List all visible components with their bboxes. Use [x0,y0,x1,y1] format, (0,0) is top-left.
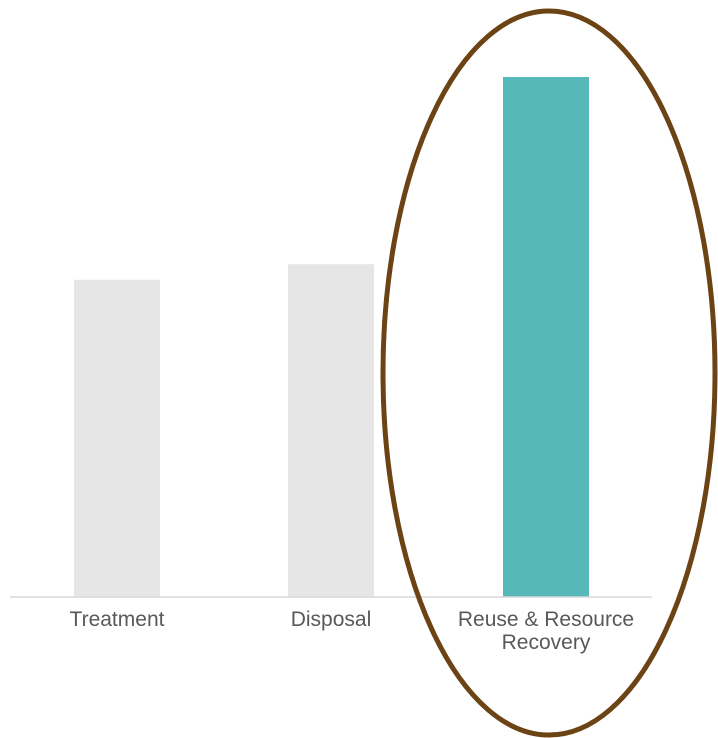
bars [74,77,589,597]
bar-0 [74,279,160,597]
category-label-2-line-1: Recovery [502,631,591,654]
category-label-2-line-0: Reuse & Resource [458,608,634,631]
category-label-0-line-0: Treatment [70,608,165,631]
category-label-1-line-0: Disposal [291,608,372,631]
bar-2 [503,77,589,597]
bar-1 [288,264,374,597]
category-labels: Treatment Disposal Reuse & ResourceRecover… [70,608,635,654]
highlight-ellipse [380,8,718,738]
